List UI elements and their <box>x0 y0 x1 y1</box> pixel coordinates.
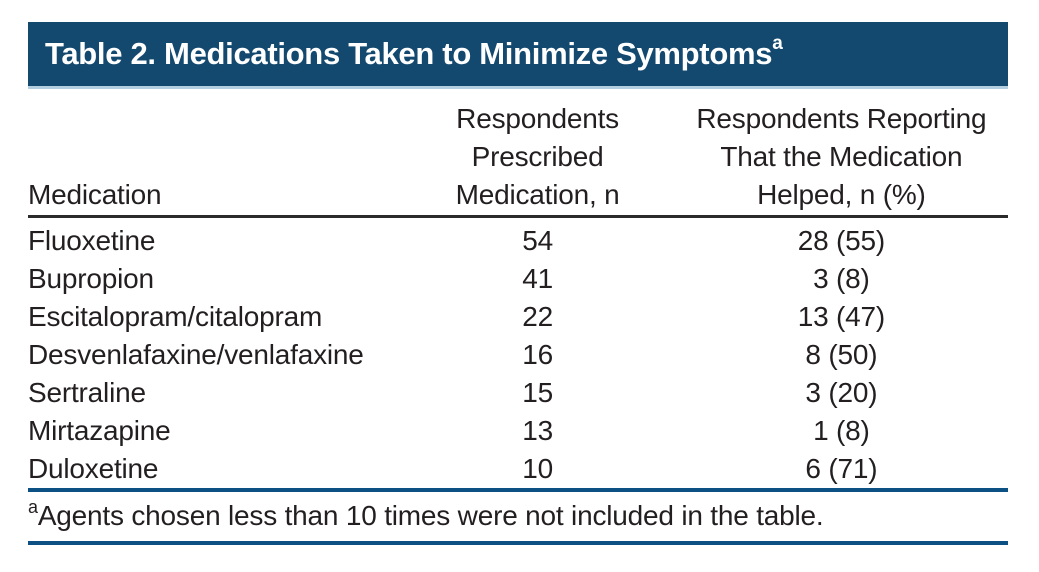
table-row: Bupropion 41 3 (8) <box>28 260 1008 298</box>
footnote-text: Agents chosen less than 10 times were no… <box>37 500 824 531</box>
table-title: Table 2. Medications Taken to Minimize S… <box>45 33 783 72</box>
table-row: Duloxetine 10 6 (71) <box>28 450 1008 488</box>
prescribed-n-value: 16 <box>522 339 553 370</box>
column-header-line: Helped, n (%) <box>757 179 926 210</box>
table-row: Fluoxetine 54 28 (55) <box>28 222 1008 260</box>
table-title-bar: Table 2. Medications Taken to Minimize S… <box>28 22 1008 86</box>
column-header-helped-n-pct: Respondents Reporting That the Medicatio… <box>675 100 1008 214</box>
helped-n-pct-value: 3 (8) <box>813 263 870 294</box>
medication-name: Sertraline <box>28 377 146 408</box>
footnote-top-rule <box>28 488 1008 492</box>
medication-name: Bupropion <box>28 263 154 294</box>
medication-name: Escitalopram/citalopram <box>28 301 323 332</box>
footnote-marker: a <box>28 497 38 517</box>
column-header-line: Respondents <box>456 103 619 134</box>
helped-n-pct-value: 13 (47) <box>797 301 886 332</box>
header-rule <box>28 215 1008 218</box>
medication-name: Fluoxetine <box>28 225 156 256</box>
column-header-line: Medication <box>28 179 162 210</box>
column-header-line: Prescribed <box>471 141 604 172</box>
prescribed-n-value: 41 <box>522 263 553 294</box>
title-bar-accent-line <box>28 86 1008 89</box>
column-header-line: That the Medication <box>720 141 963 172</box>
table-content: Medication Respondents Prescribed Medica… <box>28 100 1008 545</box>
prescribed-n-value: 22 <box>522 301 553 332</box>
table-header-row: Medication Respondents Prescribed Medica… <box>28 100 1008 214</box>
medication-name: Duloxetine <box>28 453 159 484</box>
table-body: Fluoxetine 54 28 (55) Bupropion 41 3 (8)… <box>28 218 1008 488</box>
prescribed-n-value: 10 <box>522 453 553 484</box>
table-row: Sertraline 15 3 (20) <box>28 374 1008 412</box>
table-row: Desvenlafaxine/venlafaxine 16 8 (50) <box>28 336 1008 374</box>
table-title-superscript: a <box>772 33 783 54</box>
column-header-line: Medication, n <box>455 179 620 210</box>
helped-n-pct-value: 6 (71) <box>805 453 878 484</box>
helped-n-pct-value: 8 (50) <box>805 339 878 370</box>
column-header-medication: Medication <box>28 176 400 214</box>
medication-name: Desvenlafaxine/venlafaxine <box>28 339 364 370</box>
table-footnote: aAgents chosen less than 10 times were n… <box>28 492 1008 541</box>
medication-name: Mirtazapine <box>28 415 171 446</box>
column-header-line: Respondents Reporting <box>696 103 987 134</box>
table-title-text: Table 2. Medications Taken to Minimize S… <box>45 36 773 71</box>
footnote-bottom-rule <box>28 541 1008 545</box>
table-row: Mirtazapine 13 1 (8) <box>28 412 1008 450</box>
prescribed-n-value: 54 <box>522 225 553 256</box>
helped-n-pct-value: 1 (8) <box>813 415 870 446</box>
prescribed-n-value: 13 <box>522 415 553 446</box>
column-header-prescribed-n: Respondents Prescribed Medication, n <box>400 100 674 214</box>
helped-n-pct-value: 28 (55) <box>797 225 886 256</box>
prescribed-n-value: 15 <box>522 377 553 408</box>
table-row: Escitalopram/citalopram 22 13 (47) <box>28 298 1008 336</box>
helped-n-pct-value: 3 (20) <box>805 377 878 408</box>
